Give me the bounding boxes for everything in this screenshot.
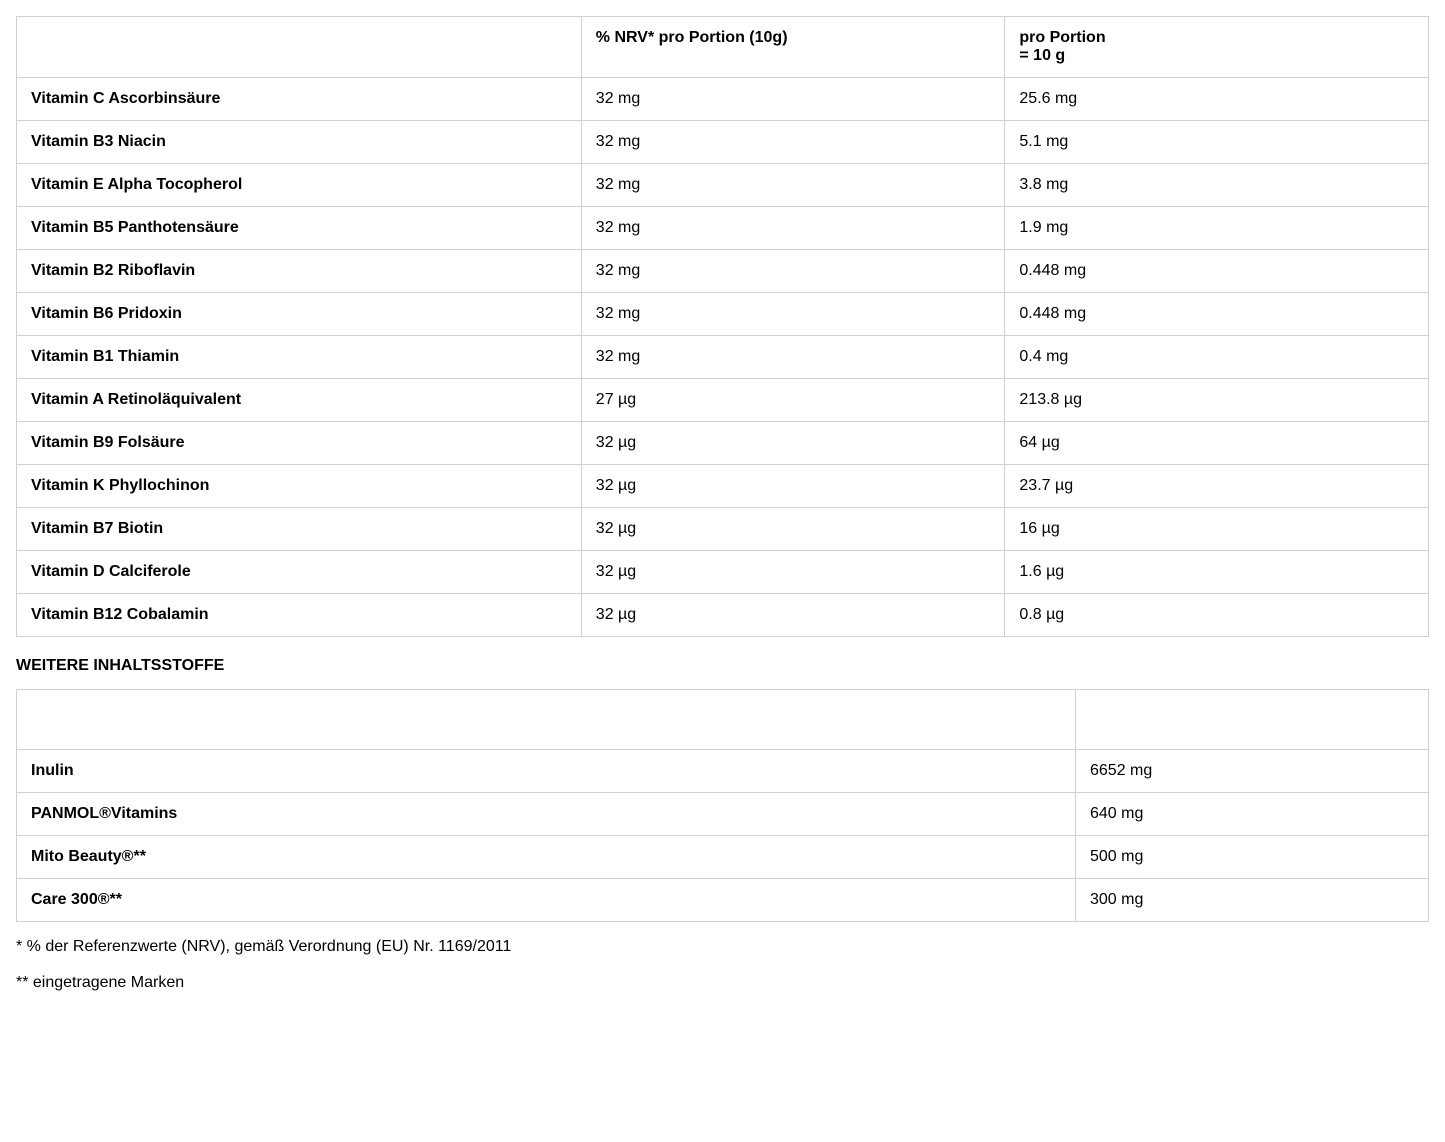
nutrient-name: Vitamin D Calciferole bbox=[17, 551, 582, 594]
footnote-marken: ** eingetragene Marken bbox=[16, 974, 1429, 992]
table-row: PANMOL®Vitamins640 mg bbox=[17, 793, 1429, 836]
portion-value: 3.8 mg bbox=[1005, 164, 1429, 207]
table-row: Vitamin E Alpha Tocopherol32 mg3.8 mg bbox=[17, 164, 1429, 207]
nrv-value: 32 mg bbox=[581, 207, 1005, 250]
portion-value: 0.8 µg bbox=[1005, 594, 1429, 637]
nrv-value: 32 µg bbox=[581, 465, 1005, 508]
portion-value: 1.9 mg bbox=[1005, 207, 1429, 250]
nutrient-name: Vitamin B2 Riboflavin bbox=[17, 250, 582, 293]
table-row: Vitamin B6 Pridoxin32 mg0.448 mg bbox=[17, 293, 1429, 336]
table-row: Vitamin B12 Cobalamin32 µg0.8 µg bbox=[17, 594, 1429, 637]
table-row: Inulin6652 mg bbox=[17, 750, 1429, 793]
nrv-value: 32 µg bbox=[581, 508, 1005, 551]
table-row: Vitamin C Ascorbinsäure32 mg25.6 mg bbox=[17, 78, 1429, 121]
ingredient-name: Mito Beauty®** bbox=[17, 836, 1076, 879]
nrv-value: 32 mg bbox=[581, 78, 1005, 121]
ingredient-name: PANMOL®Vitamins bbox=[17, 793, 1076, 836]
nrv-value: 32 mg bbox=[581, 164, 1005, 207]
ingredient-name: Care 300®** bbox=[17, 879, 1076, 922]
table-row: Vitamin B2 Riboflavin32 mg0.448 mg bbox=[17, 250, 1429, 293]
col-header-nrv: % NRV* pro Portion (10g) bbox=[581, 17, 1005, 78]
nutrient-name: Vitamin E Alpha Tocopherol bbox=[17, 164, 582, 207]
table-row: Vitamin A Retinoläquivalent27 µg213.8 µg bbox=[17, 379, 1429, 422]
nutrient-name: Vitamin B1 Thiamin bbox=[17, 336, 582, 379]
nutrient-name: Vitamin B5 Panthotensäure bbox=[17, 207, 582, 250]
table-row: Vitamin B7 Biotin32 µg16 µg bbox=[17, 508, 1429, 551]
nrv-value: 32 mg bbox=[581, 250, 1005, 293]
portion-value: 0.4 mg bbox=[1005, 336, 1429, 379]
portion-value: 0.448 mg bbox=[1005, 250, 1429, 293]
ingredient-value: 500 mg bbox=[1076, 836, 1429, 879]
portion-value: 64 µg bbox=[1005, 422, 1429, 465]
ingredient-value: 640 mg bbox=[1076, 793, 1429, 836]
nrv-value: 32 µg bbox=[581, 551, 1005, 594]
nutrient-name: Vitamin B12 Cobalamin bbox=[17, 594, 582, 637]
nutrient-name: Vitamin K Phyllochinon bbox=[17, 465, 582, 508]
section-title-weitere: WEITERE INHALTSSTOFFE bbox=[16, 657, 1429, 675]
portion-value: 25.6 mg bbox=[1005, 78, 1429, 121]
ingredient-name: Inulin bbox=[17, 750, 1076, 793]
col-header-name bbox=[17, 690, 1076, 750]
ingredients-table: Inulin6652 mgPANMOL®Vitamins640 mgMito B… bbox=[16, 689, 1429, 922]
portion-value: 0.448 mg bbox=[1005, 293, 1429, 336]
table-row: Vitamin B9 Folsäure32 µg64 µg bbox=[17, 422, 1429, 465]
nrv-value: 32 mg bbox=[581, 336, 1005, 379]
ingredient-value: 300 mg bbox=[1076, 879, 1429, 922]
table-row: Vitamin B3 Niacin32 mg5.1 mg bbox=[17, 121, 1429, 164]
table-row: Vitamin K Phyllochinon32 µg23.7 µg bbox=[17, 465, 1429, 508]
col-header-value bbox=[1076, 690, 1429, 750]
col-header-name bbox=[17, 17, 582, 78]
table-header-row: % NRV* pro Portion (10g) pro Portion= 10… bbox=[17, 17, 1429, 78]
ingredient-value: 6652 mg bbox=[1076, 750, 1429, 793]
table-row: Mito Beauty®**500 mg bbox=[17, 836, 1429, 879]
table-row: Vitamin D Calciferole32 µg1.6 µg bbox=[17, 551, 1429, 594]
nrv-value: 27 µg bbox=[581, 379, 1005, 422]
table-row: Vitamin B5 Panthotensäure32 mg1.9 mg bbox=[17, 207, 1429, 250]
table-row: Vitamin B1 Thiamin32 mg0.4 mg bbox=[17, 336, 1429, 379]
nutrient-name: Vitamin B9 Folsäure bbox=[17, 422, 582, 465]
table-header-row bbox=[17, 690, 1429, 750]
nrv-value: 32 µg bbox=[581, 594, 1005, 637]
nutrient-name: Vitamin B6 Pridoxin bbox=[17, 293, 582, 336]
col-header-portion: pro Portion= 10 g bbox=[1005, 17, 1429, 78]
portion-value: 5.1 mg bbox=[1005, 121, 1429, 164]
nutrient-name: Vitamin A Retinoläquivalent bbox=[17, 379, 582, 422]
nrv-value: 32 µg bbox=[581, 422, 1005, 465]
portion-value: 16 µg bbox=[1005, 508, 1429, 551]
footnote-nrv: * % der Referenzwerte (NRV), gemäß Veror… bbox=[16, 938, 1429, 956]
nutrient-name: Vitamin B7 Biotin bbox=[17, 508, 582, 551]
table-row: Care 300®**300 mg bbox=[17, 879, 1429, 922]
nutrient-name: Vitamin C Ascorbinsäure bbox=[17, 78, 582, 121]
nrv-value: 32 mg bbox=[581, 293, 1005, 336]
nrv-value: 32 mg bbox=[581, 121, 1005, 164]
portion-value: 1.6 µg bbox=[1005, 551, 1429, 594]
portion-value: 23.7 µg bbox=[1005, 465, 1429, 508]
vitamins-table: % NRV* pro Portion (10g) pro Portion= 10… bbox=[16, 16, 1429, 637]
portion-value: 213.8 µg bbox=[1005, 379, 1429, 422]
nutrient-name: Vitamin B3 Niacin bbox=[17, 121, 582, 164]
